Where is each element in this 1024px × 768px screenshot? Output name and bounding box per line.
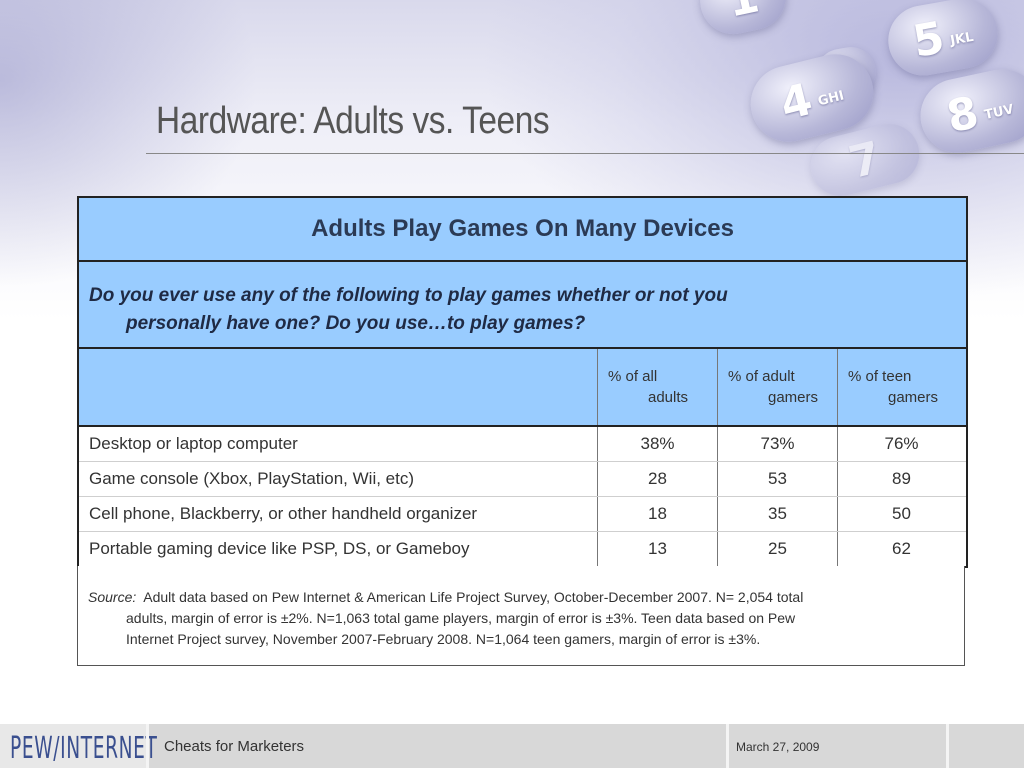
- cell-all-adults: 28: [598, 462, 718, 496]
- phone-keypad-image: 1 5 JKL 2 4 GHI 8 TUV 7: [620, 0, 1024, 203]
- title-divider: [146, 153, 1024, 154]
- source-lead: Source:: [88, 589, 137, 605]
- slide-footer: PEW/INTERNET Cheats for Marketers March …: [0, 724, 1024, 768]
- column-headers: % of all adults % of adult gamers % of t…: [79, 349, 966, 427]
- survey-question: Do you ever use any of the following to …: [79, 262, 966, 349]
- cell-teen-gamers: 50: [892, 504, 911, 523]
- footer-divider: [726, 724, 729, 768]
- survey-question-line1: Do you ever use any of the following to …: [89, 285, 728, 306]
- column-header-blank: [79, 349, 598, 425]
- cell-all-adults: 13: [598, 532, 718, 566]
- cell-teen-gamers: 89: [892, 469, 911, 488]
- source-note: Source: Adult data based on Pew Internet…: [77, 566, 965, 666]
- cell-all-adults: 18: [598, 497, 718, 531]
- source-line3: Internet Project survey, November 2007-F…: [126, 631, 761, 647]
- row-label: Cell phone, Blackberry, or other handhel…: [79, 497, 598, 531]
- cell-all-adults: 38%: [598, 427, 718, 461]
- table-row: Desktop or laptop computer 38% 73% 76%: [79, 427, 966, 462]
- column-header-teen-gamers: % of teen gamers: [848, 368, 939, 406]
- row-label: Game console (Xbox, PlayStation, Wii, et…: [79, 462, 598, 496]
- survey-question-line2: personally have one? Do you use…to play …: [126, 313, 586, 334]
- source-line2: adults, margin of error is ±2%. N=1,063 …: [126, 610, 796, 626]
- table-row: Game console (Xbox, PlayStation, Wii, et…: [79, 462, 966, 497]
- footer-divider: [146, 724, 149, 768]
- cell-adult-gamers: 25: [718, 532, 838, 566]
- column-header-all-adults: % of all adults: [598, 349, 718, 425]
- footer-presentation-title: Cheats for Marketers: [164, 738, 305, 755]
- column-header-adult-gamers: % of adult gamers: [718, 349, 838, 425]
- cell-adult-gamers: 53: [718, 462, 838, 496]
- devices-table: Adults Play Games On Many Devices Do you…: [77, 196, 968, 568]
- cell-teen-gamers: 62: [892, 539, 911, 558]
- footer-date: March 27, 2009: [736, 740, 820, 754]
- pew-internet-logo: PEW/INTERNET: [10, 731, 158, 766]
- table-row: Portable gaming device like PSP, DS, or …: [79, 532, 966, 566]
- table-header: Adults Play Games On Many Devices: [79, 198, 966, 262]
- keypad-key-8: 8 TUV: [913, 62, 1024, 160]
- cell-teen-gamers: 76%: [884, 434, 919, 453]
- cell-adult-gamers: 35: [718, 497, 838, 531]
- keypad-key-5: 5 JKL: [882, 0, 1004, 82]
- row-label: Portable gaming device like PSP, DS, or …: [79, 532, 598, 566]
- row-label: Desktop or laptop computer: [79, 427, 598, 461]
- cell-adult-gamers: 73%: [718, 427, 838, 461]
- slide-title: Hardware: Adults vs. Teens: [156, 100, 550, 142]
- logo-box: PEW/INTERNET: [0, 724, 157, 768]
- footer-divider: [946, 724, 949, 768]
- table-row: Cell phone, Blackberry, or other handhel…: [79, 497, 966, 532]
- source-line1: Source: Adult data based on Pew Internet…: [88, 589, 804, 605]
- keypad-key-1: 1: [694, 0, 792, 41]
